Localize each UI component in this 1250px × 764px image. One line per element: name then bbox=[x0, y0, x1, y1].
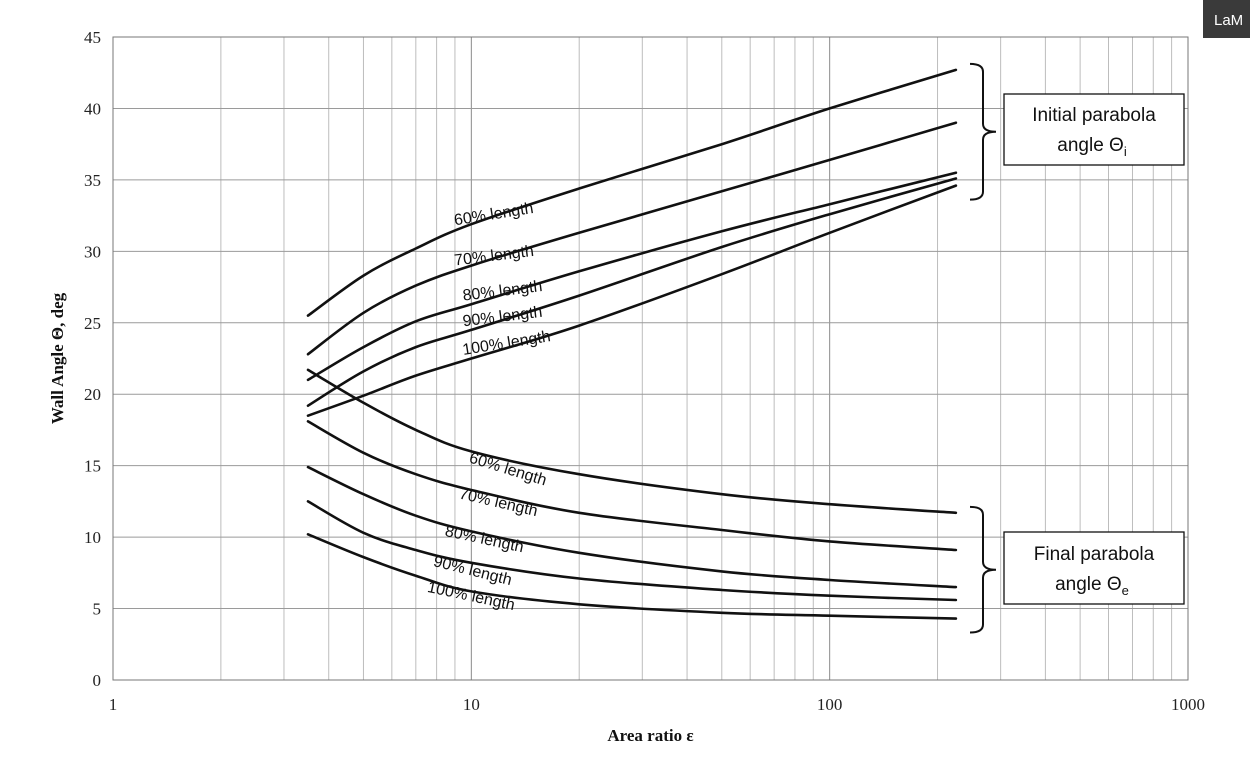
y-tick-label: 20 bbox=[84, 385, 101, 404]
initial-annotation-line2: angle Θi bbox=[1057, 135, 1127, 159]
series-curves bbox=[306, 68, 958, 620]
y-tick-label: 15 bbox=[84, 457, 101, 476]
initial-curve-label: 80% length bbox=[462, 278, 544, 305]
final-90pct-length-curve bbox=[306, 500, 958, 602]
final-60pct-length-curve bbox=[306, 368, 958, 515]
x-axis-title: Area ratio ε bbox=[607, 726, 693, 745]
initial-curve-label: 60% length bbox=[453, 200, 535, 229]
initial-annotation: Initial parabola angle Θi bbox=[1003, 93, 1185, 166]
initial-annotation-box bbox=[1003, 93, 1185, 166]
corner-badge[interactable]: LaM bbox=[1203, 0, 1250, 38]
x-tick-label: 10 bbox=[463, 695, 480, 714]
y-tick-labels: 0 5 10 15 20 25 30 35 40 45 bbox=[84, 28, 101, 690]
y-tick-label: 5 bbox=[93, 600, 102, 619]
x-tick-label: 1 bbox=[109, 695, 118, 714]
final-annotation-line1: Final parabola bbox=[1034, 544, 1155, 565]
final-curve-label: 60% length bbox=[467, 450, 549, 490]
initial-curve-label: 90% length bbox=[462, 304, 544, 331]
y-tick-label: 30 bbox=[84, 242, 101, 261]
final-curve-label: 70% length bbox=[457, 486, 539, 521]
plot-frame bbox=[112, 36, 1189, 681]
group-brackets bbox=[969, 62, 997, 634]
final-curve-label: 80% length bbox=[443, 523, 525, 556]
initial-80pct-length-curve bbox=[306, 171, 958, 382]
final-annotation-line2: angle Θe bbox=[1055, 574, 1129, 598]
initial-60pct-length-curve bbox=[306, 68, 958, 317]
x-tick-labels: 1 10 100 1000 bbox=[109, 695, 1205, 714]
y-tick-label: 25 bbox=[84, 314, 101, 333]
y-tick-label: 0 bbox=[93, 671, 102, 690]
y-tick-label: 35 bbox=[84, 171, 101, 190]
initial-bracket bbox=[969, 62, 997, 201]
initial-100pct-length-curve bbox=[306, 184, 958, 417]
initial-curve-label: 70% length bbox=[453, 243, 535, 270]
x-tick-label: 1000 bbox=[1171, 695, 1205, 714]
final-80pct-length-curve bbox=[306, 465, 958, 589]
final-annotation-box bbox=[1003, 531, 1185, 605]
y-axis-title: Wall Angle Θ, deg bbox=[48, 292, 67, 424]
initial-curve-label: 100% length bbox=[461, 328, 552, 359]
final-bracket bbox=[969, 505, 997, 634]
y-tick-label: 10 bbox=[84, 528, 101, 547]
final-100pct-length-curve bbox=[306, 533, 958, 620]
y-tick-label: 40 bbox=[84, 99, 101, 118]
initial-90pct-length-curve bbox=[306, 177, 958, 407]
initial-70pct-length-curve bbox=[306, 121, 958, 356]
x-tick-label: 100 bbox=[817, 695, 843, 714]
initial-annotation-line1: Initial parabola bbox=[1032, 105, 1156, 126]
y-tick-label: 45 bbox=[84, 28, 101, 47]
final-70pct-length-curve bbox=[306, 420, 958, 552]
final-annotation: Final parabola angle Θe bbox=[1003, 531, 1185, 605]
